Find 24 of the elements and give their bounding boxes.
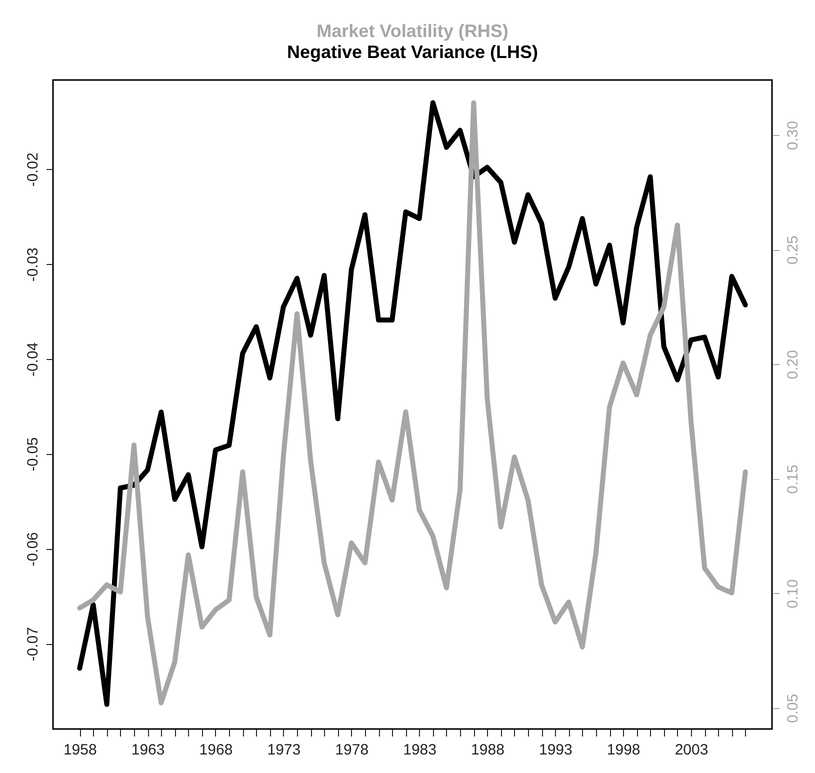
y2-tick-label: 0.05 [784,694,802,724]
y-tick-label: -0.07 [24,627,42,662]
y-tick-label: -0.03 [24,247,42,282]
x-tick-label: 1978 [335,742,369,758]
chart-title: Market Volatility (RHS) [316,21,508,41]
x-tick-label: 2003 [674,742,708,758]
y2-tick-label: 0.30 [784,120,802,150]
x-tick-label: 1988 [471,742,504,758]
x-tick-label: 1968 [199,742,233,758]
y-tick-label: -0.04 [24,342,42,377]
y-tick-label: -0.06 [24,532,42,566]
x-tick-label: 1998 [606,742,640,758]
y2-tick-label: 0.15 [784,464,802,494]
x-tick-label: 1963 [131,742,165,758]
y2-tick-label: 0.10 [784,579,802,608]
y2-tick-label: 0.25 [784,235,802,265]
y-tick-label: -0.02 [24,152,42,187]
chart-subtitle: Negative Beat Variance (LHS) [286,42,538,62]
x-tick-label: 1983 [403,742,436,758]
x-tick-label: 1993 [538,742,572,758]
x-tick-label: 1973 [267,742,301,758]
y2-tick-label: 0.20 [784,350,802,380]
y-tick-label: -0.05 [24,437,42,472]
x-tick-label: 1958 [63,742,97,758]
